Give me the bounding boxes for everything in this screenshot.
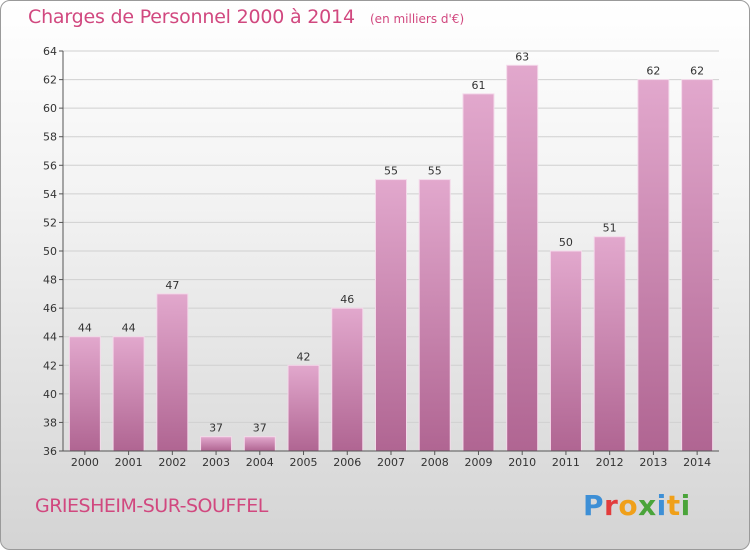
logo-letter: P [583,489,605,522]
bar-2012 [593,236,626,452]
logo-letter: i [680,489,691,522]
bar-2005 [287,364,320,452]
y-tick-label: 64 [43,45,57,58]
data-label: 50 [559,236,573,249]
bar-2010 [506,64,539,452]
bar-2002 [156,293,189,452]
logo-letter: t [666,489,681,522]
y-tick-label: 40 [43,388,57,401]
proxiti-logo: Proxiti [583,489,691,522]
bar-2006 [331,307,364,452]
y-tick-label: 42 [43,359,57,372]
x-tick-label: 2009 [464,456,492,469]
x-tick-label: 2007 [377,456,405,469]
x-tick-label: 2013 [639,456,667,469]
logo-letter: r [604,489,619,522]
y-tick-label: 48 [43,274,57,287]
data-label: 55 [428,165,442,178]
x-tick-label: 2014 [683,456,711,469]
data-label: 44 [78,322,92,335]
bar-2007 [375,179,407,452]
y-tick-label: 36 [43,445,57,458]
x-tick-label: 2008 [421,456,449,469]
y-tick-label: 52 [43,216,57,229]
axes: 36 38 40 42 44 46 48 50 52 54 56 58 60 62 64 2000 2001 20… [43,45,719,469]
x-tick-label: 2004 [246,456,274,469]
bar-2014 [681,79,714,452]
x-tick-label: 2005 [290,456,318,469]
data-label: 61 [471,79,485,92]
x-tick-label: 2002 [158,456,186,469]
bar-2004 [243,436,276,452]
x-tick-label: 2012 [596,456,624,469]
y-tick-label: 60 [43,102,57,115]
logo-letter: x [638,489,657,522]
x-tick-label: 2010 [508,456,536,469]
chart-title: Charges de Personnel 2000 à 2014 [28,6,355,28]
bars [68,64,714,452]
y-tick-label: 58 [43,131,57,144]
y-tick-label: 62 [43,74,57,87]
bar-2003 [200,436,233,452]
data-label: 37 [253,422,267,435]
data-label: 37 [209,422,223,435]
x-tick-label: 2003 [202,456,230,469]
logo-letter: i [656,489,667,522]
bar-2000 [68,336,101,452]
y-tick-label: 54 [43,188,57,201]
bar-2013 [637,79,670,452]
data-label: 55 [384,165,398,178]
logo-letter: o [618,489,639,522]
data-label: 63 [515,50,529,63]
x-tick-label: 2001 [115,456,143,469]
data-label: 62 [690,65,704,78]
bar-2008 [418,179,451,452]
bar-2001 [112,336,145,452]
y-tick-label: 56 [43,159,57,172]
data-label: 46 [340,293,354,306]
bar-2009 [462,93,495,452]
y-tick-label: 38 [43,416,57,429]
y-tick-label: 44 [43,331,57,344]
y-tick-label: 46 [43,302,57,315]
x-tick-label: 2000 [71,456,99,469]
y-tick-label: 50 [43,245,57,258]
chart-subtitle: (en milliers d'€) [370,12,465,26]
data-label: 47 [165,279,179,292]
commune-name: GRIESHEIM-SUR-SOUFFEL [35,495,268,517]
x-tick-label: 2006 [333,456,361,469]
data-labels: 44 44 47 37 37 42 46 55 55 61 63 50 51 62 62 [78,50,704,434]
x-tick-label: 2011 [552,456,580,469]
data-label: 51 [603,222,617,235]
data-label: 62 [646,65,660,78]
bar-2011 [549,250,582,452]
data-label: 44 [122,322,136,335]
data-label: 42 [297,350,311,363]
